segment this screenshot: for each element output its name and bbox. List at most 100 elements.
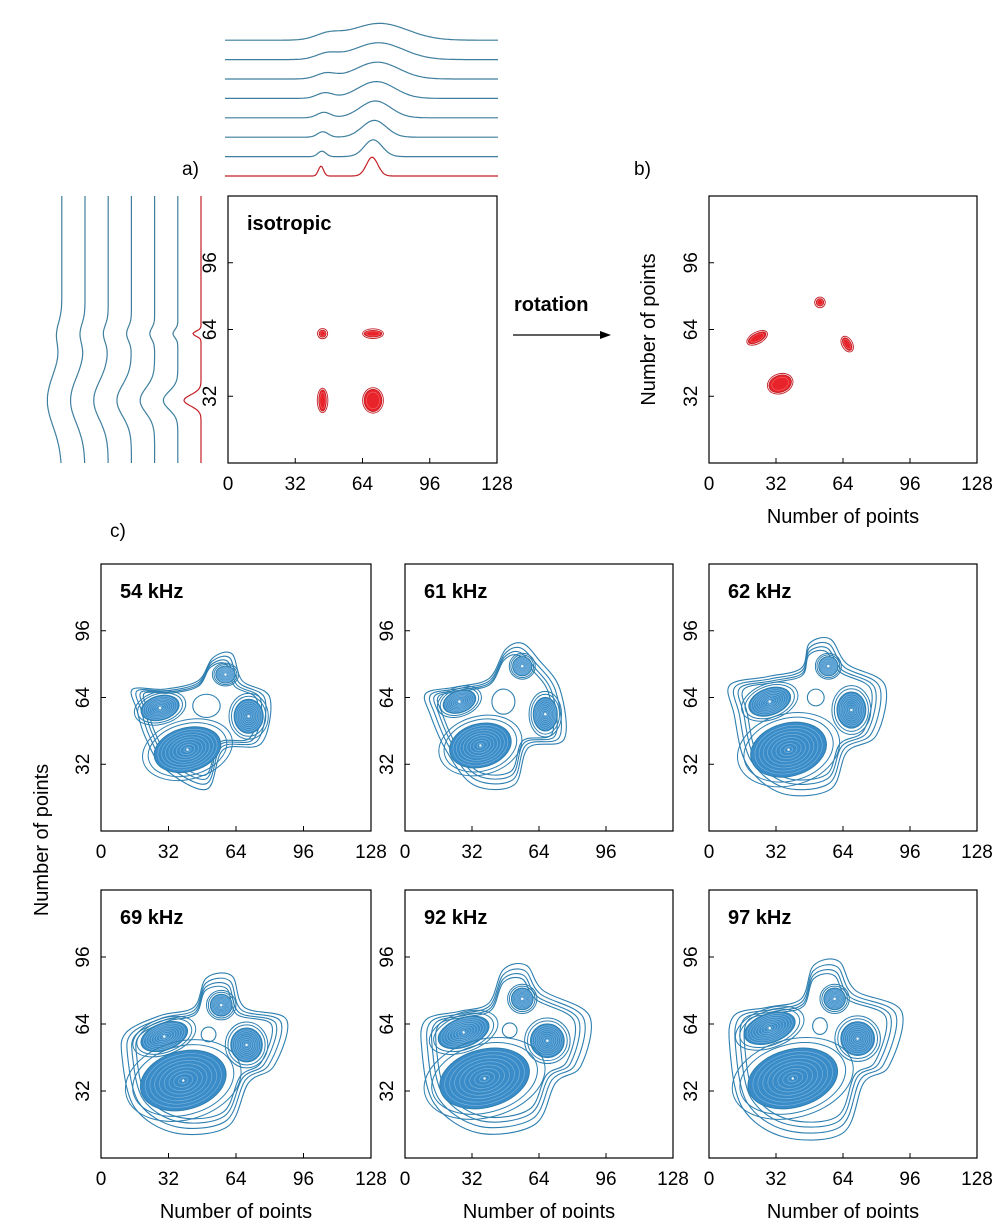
envelope-contour — [727, 637, 888, 797]
x-axis-label: Number of points — [767, 1201, 919, 1218]
projection-top-trace — [225, 81, 498, 99]
plot-annotation: 97 kHz — [728, 907, 791, 929]
x-tick-label: 0 — [223, 474, 234, 495]
x-tick-label: 128 — [481, 474, 513, 495]
peak — [814, 652, 842, 680]
contour-hole — [501, 1022, 518, 1039]
plot-frame — [404, 889, 674, 1159]
peak — [316, 387, 329, 414]
projection-left-red — [183, 196, 202, 463]
y-tick-label: 32 — [377, 1080, 398, 1101]
plot-b: 0 32 64 96 128 32 64 96 Number of points Number o… — [638, 195, 993, 528]
y-tick-label: 64 — [73, 687, 94, 709]
y-tick-label: 64 — [681, 687, 702, 709]
x-tick-label: 32 — [765, 474, 786, 495]
contour-hole — [812, 1017, 828, 1036]
projection-left-trace — [162, 196, 179, 463]
y-tick-label: 32 — [73, 754, 94, 775]
rotation-arrowhead — [600, 331, 611, 339]
projection-left-trace — [116, 196, 132, 463]
x-tick-label: 64 — [832, 1169, 854, 1190]
envelope-contour — [131, 982, 278, 1124]
x-tick-label: 64 — [832, 474, 854, 495]
x-tick-label: 32 — [765, 842, 786, 863]
plot-annotation: 69 kHz — [120, 907, 183, 929]
panel-label-a: a) — [182, 159, 199, 180]
peak — [746, 330, 768, 346]
panel-label-b: b) — [634, 159, 651, 180]
projection-top-red — [225, 156, 498, 177]
y-tick-label: 96 — [200, 252, 221, 273]
contour-hole — [200, 1026, 217, 1043]
y-tick-label: 64 — [681, 1013, 702, 1035]
peak — [507, 983, 538, 1015]
peak — [438, 714, 523, 777]
y-tick-label: 96 — [681, 620, 702, 641]
plot-c2: 0 32 64 96 32 64 96 61 kHz — [377, 563, 674, 863]
peak — [734, 1005, 805, 1051]
y-tick-label: 96 — [681, 946, 702, 967]
x-axis-label: Number of points — [767, 506, 919, 528]
projection-top-trace — [225, 100, 498, 119]
projection-top-trace — [225, 22, 498, 41]
y-tick-label: 64 — [73, 1013, 94, 1035]
panel-label-c: c) — [110, 521, 126, 542]
plot-frame — [404, 563, 674, 832]
x-tick-label: 96 — [419, 474, 440, 495]
x-tick-label: 0 — [704, 474, 715, 495]
projection-top-trace — [225, 61, 498, 80]
peak — [362, 328, 384, 339]
y-tick-label: 32 — [377, 754, 398, 775]
envelope-contour — [423, 642, 567, 791]
peak — [224, 1021, 269, 1069]
projection-left-trace — [139, 196, 156, 463]
envelope-contour — [728, 958, 904, 1141]
y-tick-label: 64 — [377, 687, 398, 709]
y-tick-label: 32 — [681, 386, 702, 407]
x-tick-label: 0 — [704, 842, 715, 863]
projection-left-trace — [46, 196, 63, 464]
x-tick-label: 64 — [225, 1169, 247, 1190]
x-tick-label: 96 — [595, 842, 616, 863]
peak — [731, 1037, 854, 1120]
y-tick-label: 32 — [73, 1080, 94, 1101]
projection-traces — [46, 22, 498, 464]
x-tick-label: 0 — [400, 842, 411, 863]
x-tick-label: 32 — [285, 474, 306, 495]
x-tick-label: 128 — [961, 474, 993, 495]
y-tick-label: 64 — [681, 319, 702, 341]
plot-c6: 0 32 64 96 128 32 64 96 97 kHz Number of points — [681, 889, 993, 1218]
plot-c3: 0 32 64 96 128 32 64 96 62 kHz — [681, 563, 993, 863]
x-axis-label: Number of points — [160, 1201, 312, 1218]
plot-annotation: 92 kHz — [424, 907, 487, 929]
plot-c4: 0 32 64 96 128 32 64 96 69 kHz Number of points — [73, 889, 387, 1218]
contour-hole — [806, 688, 825, 707]
projection-left-trace — [93, 196, 109, 463]
x-tick-label: 128 — [355, 842, 387, 863]
peak — [834, 1015, 881, 1062]
peak — [362, 387, 384, 414]
peak — [317, 328, 329, 340]
envelope-contour — [739, 969, 892, 1128]
x-tick-label: 64 — [832, 842, 854, 863]
x-tick-label: 128 — [961, 842, 993, 863]
peak — [831, 685, 872, 735]
x-tick-label: 96 — [899, 842, 920, 863]
plot-annotation: 62 kHz — [728, 581, 791, 603]
y-tick-label: 96 — [73, 946, 94, 967]
panel-c-shared-ylabel: Number of points — [31, 764, 53, 916]
y-tick-label: 64 — [377, 1013, 398, 1035]
plot-c1: 0 32 64 96 128 32 64 96 54 kHz — [73, 563, 387, 863]
x-tick-label: 96 — [293, 1169, 314, 1190]
y-tick-label: 32 — [681, 754, 702, 775]
envelope-contour — [420, 962, 592, 1135]
x-axis-label: Number of points — [463, 1201, 615, 1218]
x-tick-label: 96 — [293, 842, 314, 863]
envelope-contour — [426, 968, 586, 1129]
x-tick-label: 96 — [899, 474, 920, 495]
y-tick-label: 32 — [200, 386, 221, 407]
x-tick-label: 32 — [158, 842, 179, 863]
peak — [228, 692, 269, 740]
peak — [840, 335, 854, 353]
x-tick-label: 64 — [528, 842, 550, 863]
